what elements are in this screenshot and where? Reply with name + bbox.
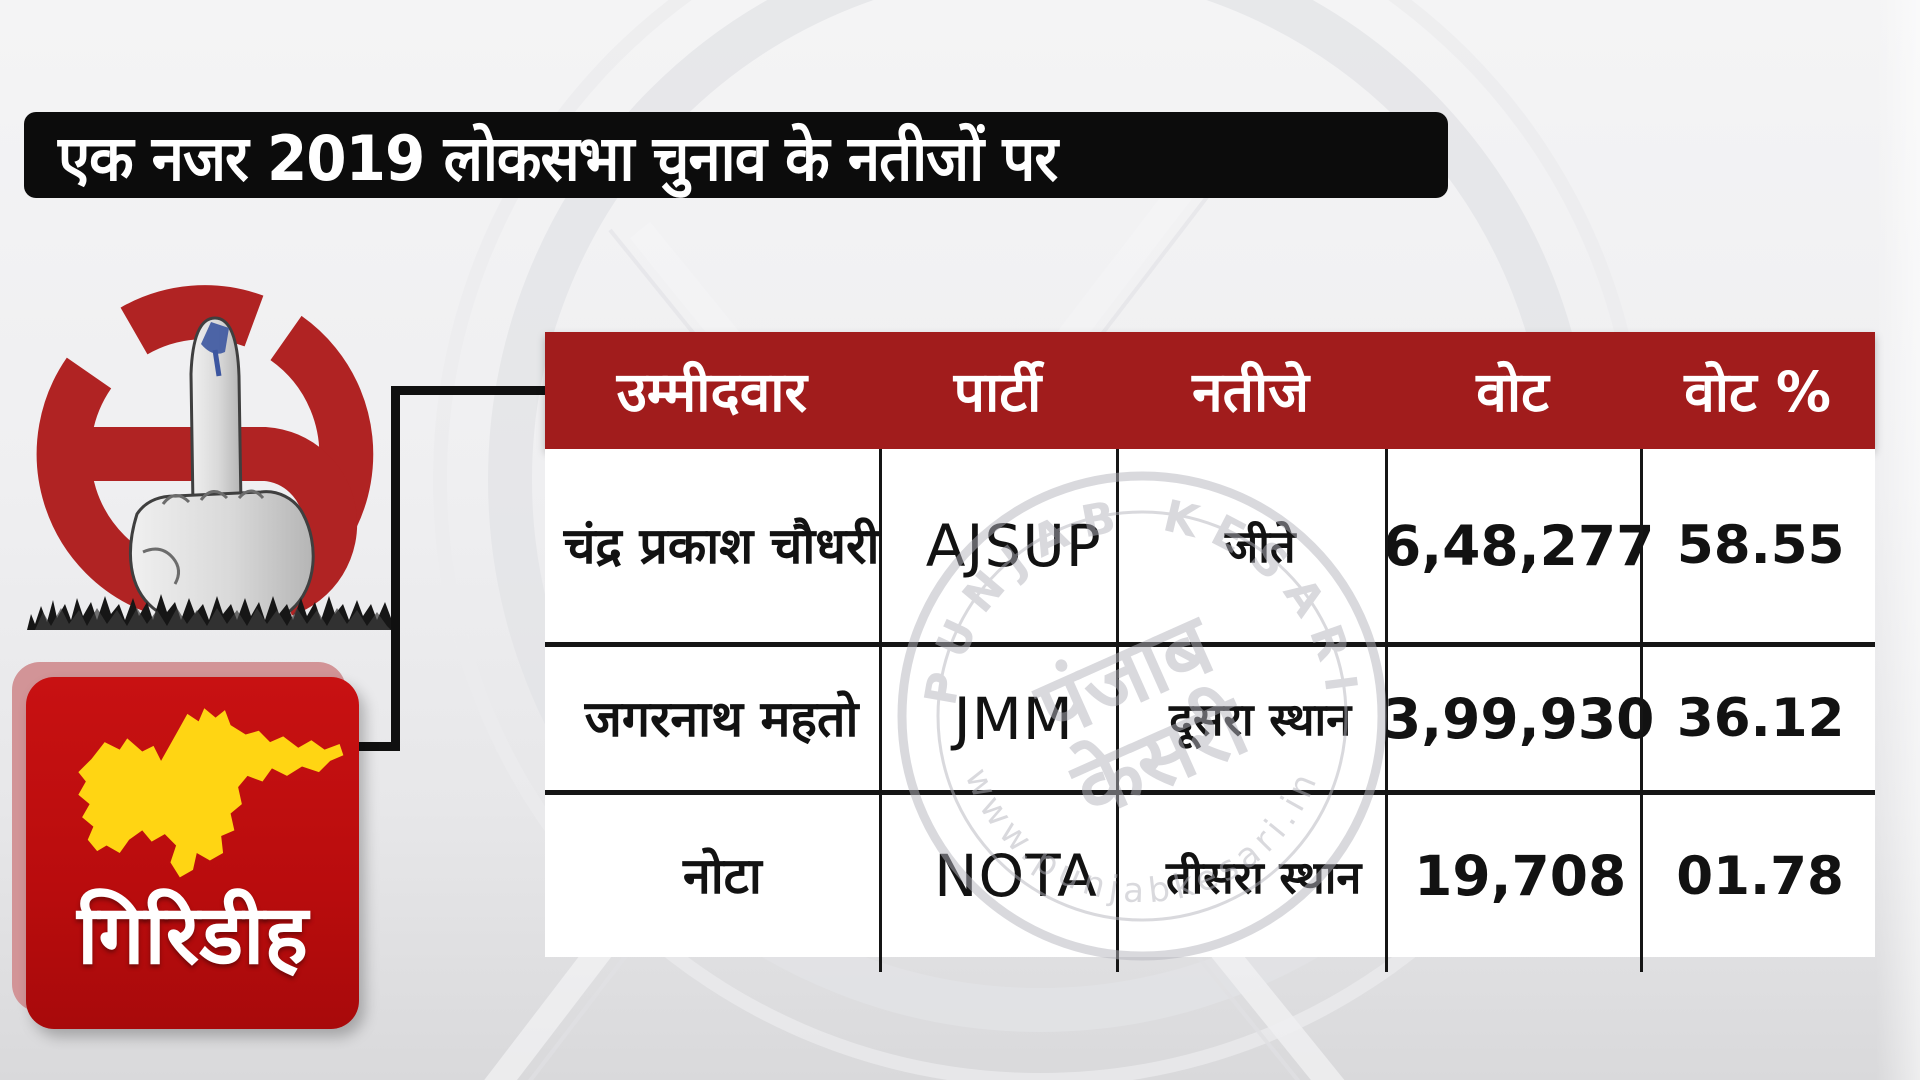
- cell-candidate: नोटा: [682, 847, 762, 905]
- column-divider: [1640, 449, 1643, 972]
- table-header-row: उम्मीदवार पार्टी नतीजे वोट वोट %: [545, 332, 1875, 449]
- results-table: उम्मीदवार पार्टी नतीजे वोट वोट % चंद्र प…: [545, 332, 1875, 972]
- cell-candidate: चंद्र प्रकाश चौधरी: [563, 516, 880, 575]
- cell-party: NOTA: [934, 842, 1098, 910]
- title-banner: एक नजर 2019 लोकसभा चुनाव के नतीजों पर: [24, 112, 1448, 198]
- table-row: नोटा NOTA तीसरा स्थान 19,708 01.78: [545, 790, 1875, 957]
- cell-party: JMM: [953, 684, 1074, 753]
- col-header-result: नतीजे: [1192, 360, 1310, 424]
- col-header-candidate: उम्मीदवार: [616, 360, 808, 424]
- cell-vote-pct: 58.55: [1676, 515, 1845, 576]
- constituency-name: गिरिडीह: [77, 888, 308, 983]
- cell-vote-pct: 01.78: [1676, 845, 1844, 907]
- column-divider: [879, 449, 882, 972]
- connector-line-top: [391, 386, 547, 395]
- cell-votes: 3,99,930: [1383, 686, 1655, 751]
- page-title: एक नजर 2019 लोकसभा चुनाव के नतीजों पर: [58, 120, 1058, 195]
- ink-mark: [201, 322, 229, 354]
- cell-votes: 6,48,277: [1383, 513, 1655, 578]
- col-header-vote-pct: वोट %: [1684, 360, 1831, 424]
- connector-line-vertical: [391, 386, 400, 746]
- cell-party: AJSUP: [925, 511, 1102, 580]
- edge-highlight: [1876, 0, 1920, 1080]
- col-header-votes: वोट: [1476, 360, 1549, 424]
- col-header-party: पार्टी: [953, 360, 1042, 424]
- connector-line-bottom: [352, 742, 400, 751]
- district-map-icon: [77, 708, 343, 878]
- cell-result: जीते: [1224, 520, 1296, 573]
- table-row: जगरनाथ महतो JMM दूसरा स्थान 3,99,930 36.…: [545, 642, 1875, 790]
- cell-result: दूसरा स्थान: [1169, 693, 1352, 746]
- table-row: चंद्र प्रकाश चौधरी AJSUP जीते 6,48,277 5…: [545, 449, 1875, 642]
- election-symbol-icon: [27, 285, 395, 630]
- column-divider: [1116, 449, 1119, 972]
- voter-hand-icon: [128, 316, 315, 630]
- constituency-card: गिरिडीह: [26, 677, 359, 1029]
- cell-vote-pct: 36.12: [1676, 688, 1845, 749]
- cell-votes: 19,708: [1414, 844, 1627, 908]
- table-body: चंद्र प्रकाश चौधरी AJSUP जीते 6,48,277 5…: [545, 449, 1875, 957]
- column-divider: [1385, 449, 1388, 972]
- cell-result: तीसरा स्थान: [1165, 850, 1362, 904]
- cell-candidate: जगरनाथ महतो: [584, 689, 859, 748]
